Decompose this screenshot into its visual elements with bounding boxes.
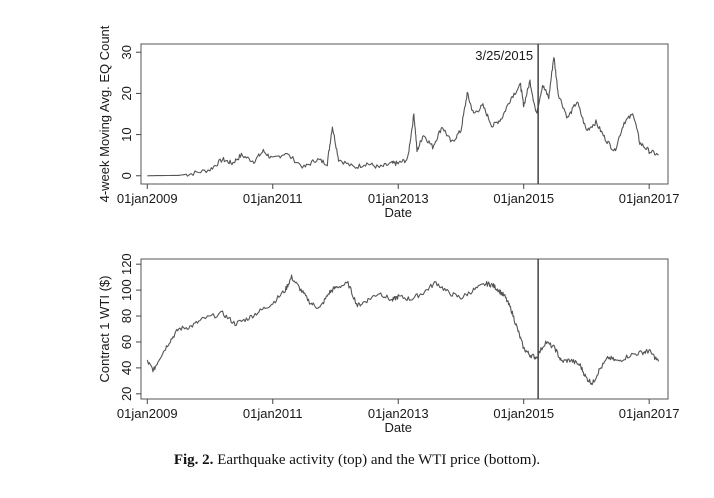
top-series-line (147, 57, 659, 177)
bottom-y-axis-label: Contract 1 WTI ($) (97, 276, 112, 383)
bottom-y-tick-label: 60 (119, 335, 134, 349)
top-series-group (147, 57, 659, 177)
caption-text: Earthquake activity (top) and the WTI pr… (217, 452, 541, 468)
bottom-x-tick-label: 01jan2011 (243, 406, 303, 421)
bottom-y-tick-label: 100 (119, 279, 134, 301)
top-x-tick-label: 01jan2013 (368, 191, 429, 206)
bottom-x-tick-label: 01jan2013 (368, 406, 429, 421)
top-panel-earthquake: 01jan2009 01jan2011 01jan2013 01jan2015 01ja… (97, 25, 680, 220)
top-x-tick-label: 01jan2009 (117, 191, 178, 206)
top-x-axis-label: Date (384, 205, 411, 220)
top-y-tick-label: 20 (119, 86, 134, 100)
bottom-x-tick-label: 01jan2017 (619, 406, 680, 421)
bottom-y-tick-label: 80 (119, 309, 134, 323)
bottom-series-line (146, 274, 660, 386)
bottom-series-group (146, 274, 660, 386)
top-plot-frame (140, 43, 669, 185)
bottom-x-tick-label: 01jan2009 (117, 406, 178, 421)
top-y-tick-label: 30 (119, 45, 134, 59)
bottom-plot-frame (140, 258, 669, 400)
figure: 01jan2009 01jan2011 01jan2013 01jan2015 01ja… (97, 25, 680, 435)
caption-label: Fig. 2. (173, 452, 214, 468)
bottom-x-axis-label: Date (384, 420, 411, 435)
top-x-tick-label: 01jan2017 (619, 191, 680, 206)
top-y-tick-label: 0 (119, 172, 134, 179)
top-x-tick-label: 01jan2011 (243, 191, 303, 206)
top-y-tick-label: 10 (119, 127, 134, 141)
bottom-x-tick-label: 01jan2015 (493, 406, 554, 421)
top-tick-group: 01jan2009 01jan2011 01jan2013 01jan2015 01ja… (117, 45, 680, 206)
bottom-y-tick-label: 40 (119, 361, 134, 375)
top-event-label: 3/25/2015 (475, 48, 533, 63)
bottom-y-tick-label: 120 (119, 253, 134, 275)
bottom-panel-wti: 01jan2009 01jan2011 01jan2013 01jan2015 01ja… (97, 253, 680, 435)
bottom-y-tick-label: 20 (119, 387, 134, 401)
top-y-axis-label: 4-week Moving Avg. EQ Count (97, 25, 112, 202)
bottom-tick-group: 01jan2009 01jan2011 01jan2013 01jan2015 01ja… (117, 253, 680, 421)
figure-caption: Fig. 2. Earthquake activity (top) and th… (0, 452, 714, 469)
top-x-tick-label: 01jan2015 (493, 191, 554, 206)
